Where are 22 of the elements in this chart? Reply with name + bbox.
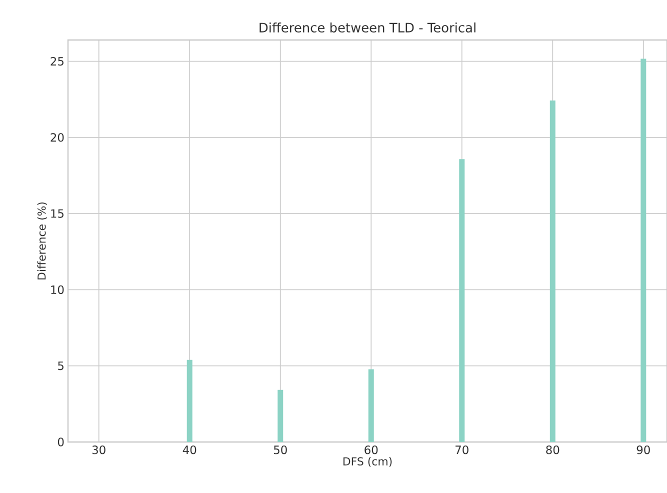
x-axis-title: DFS (cm) xyxy=(343,457,392,467)
x-tick-label: 60 xyxy=(364,446,378,454)
y-tick-label: 20 xyxy=(50,133,64,142)
bar xyxy=(459,159,465,442)
y-tick-label: 25 xyxy=(50,56,64,66)
bar xyxy=(640,58,646,442)
x-tick-label: 80 xyxy=(546,446,560,454)
x-tick-label: 50 xyxy=(274,446,287,454)
x-tick-label: 30 xyxy=(92,446,106,454)
chart-title: Difference between TLD - Teorical xyxy=(260,22,476,32)
bar xyxy=(368,369,374,442)
y-tick-label: 0 xyxy=(58,438,64,446)
x-tick-label: 90 xyxy=(636,446,650,454)
y-axis-title: Difference (%) xyxy=(37,202,48,280)
y-tick-label: 15 xyxy=(51,209,64,218)
x-tick-label: 70 xyxy=(456,446,468,454)
x-tick-label: 40 xyxy=(182,446,196,454)
bar xyxy=(550,100,556,442)
bar xyxy=(278,390,284,442)
y-tick-label: 10 xyxy=(51,285,64,294)
y-tick-label: 5 xyxy=(58,362,64,370)
bar xyxy=(186,360,192,442)
